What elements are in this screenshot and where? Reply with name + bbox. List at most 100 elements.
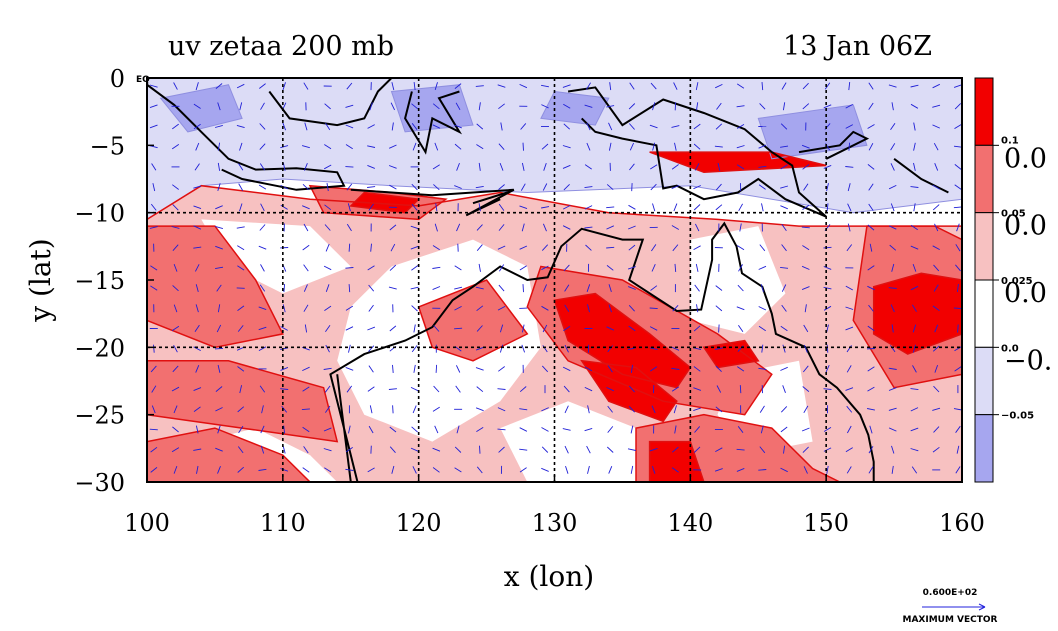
wind-vector-313	[475, 346, 484, 351]
wind-vector-71	[217, 304, 221, 313]
wind-vector-333	[499, 344, 504, 353]
wind-vector-406	[584, 205, 593, 210]
wind-vector-64	[217, 162, 221, 171]
field-patch-2	[391, 84, 473, 132]
wind-vector-164	[323, 164, 332, 170]
max-vector-legend: 0.600E+02 MAXIMUM VECTOR	[902, 588, 997, 625]
wind-vector-34	[172, 365, 179, 373]
wind-vector-232	[389, 325, 397, 332]
wind-vector-511	[696, 304, 699, 313]
wind-vector-13	[153, 344, 155, 353]
wind-vector-35	[171, 386, 180, 392]
wind-vector-448	[628, 244, 636, 251]
wind-vector-187	[346, 223, 352, 232]
wind-vector-367	[542, 223, 547, 232]
wind-vector-674	[867, 366, 875, 372]
wind-vector-447	[628, 225, 636, 230]
wind-vector-190	[348, 284, 351, 293]
wind-vector-503	[693, 143, 701, 150]
wind-vector-451	[628, 304, 635, 312]
wind-vector-86	[239, 203, 243, 212]
wind-vector-279	[432, 467, 440, 473]
wind-vector-685	[888, 184, 897, 190]
wind-vector-298	[454, 446, 462, 453]
colorbar-box-0	[974, 77, 994, 146]
wind-vector-110	[259, 284, 266, 292]
wind-vector-699	[891, 465, 894, 474]
wind-vector-117	[260, 425, 265, 434]
wind-vector-500	[695, 82, 699, 91]
wind-vector-421	[606, 105, 615, 108]
wind-vector-263	[434, 142, 439, 151]
wind-vector-533	[714, 347, 723, 350]
wind-vector-210	[368, 284, 375, 292]
wind-vector-245	[411, 183, 418, 191]
wind-vector-92	[237, 325, 244, 332]
wind-vector-246	[411, 203, 418, 211]
x-tick-label-5: 150	[803, 509, 849, 537]
wind-vector-633	[826, 344, 829, 353]
wind-vector-332	[499, 324, 504, 333]
wind-vector-366	[541, 206, 550, 209]
wind-vector-601	[802, 103, 810, 110]
wind-vector-223	[389, 144, 397, 149]
wind-vector-363	[541, 143, 549, 150]
contour-pos-23	[872, 272, 962, 355]
wind-vector-678	[868, 445, 874, 454]
wind-vector-77	[217, 425, 221, 434]
wind-vector-280	[454, 83, 462, 89]
wind-vector-365	[542, 183, 548, 191]
wind-vector-62	[214, 124, 223, 128]
wind-vectors	[149, 82, 962, 474]
wind-vector-518	[693, 446, 701, 453]
wind-vector-395	[563, 385, 570, 393]
wind-vector-72	[216, 324, 222, 333]
wind-vector-67	[215, 225, 224, 230]
wind-vector-1	[149, 104, 158, 109]
wind-vector-321	[498, 103, 505, 110]
wind-vector-469	[651, 264, 656, 272]
wind-vector-682	[890, 122, 896, 131]
wind-vector-167	[324, 224, 331, 231]
wind-vector-458	[627, 448, 636, 451]
wind-vector-148	[302, 244, 310, 251]
wind-vector-541	[736, 105, 745, 108]
wind-vector-459	[630, 465, 634, 474]
field-patch-1	[160, 84, 243, 132]
wind-vector-430	[608, 284, 612, 293]
wind-vector-629	[823, 265, 832, 270]
y-tick-label-1: −5	[90, 132, 125, 160]
wind-vector-621	[823, 104, 832, 109]
wind-vector-716	[910, 407, 919, 412]
wind-vector-310	[475, 286, 484, 290]
wind-vector-400	[586, 82, 591, 90]
contour-neg-4	[540, 90, 610, 126]
y-tick-label-0: 0	[110, 65, 125, 93]
wind-vector-502	[693, 123, 701, 130]
wind-vector-702	[913, 122, 916, 131]
wind-vector-259	[412, 466, 417, 474]
wind-vector-294	[455, 365, 461, 373]
wind-vector-548	[736, 245, 745, 251]
wind-vector-543	[736, 145, 745, 149]
wind-vector-208	[370, 243, 372, 252]
wind-vector-738	[932, 446, 940, 453]
wind-vector-378	[541, 446, 549, 453]
wind-vector-524	[717, 162, 721, 171]
wind-vector-297	[456, 425, 460, 434]
wind-vector-155	[302, 386, 310, 392]
wind-vector-733	[932, 345, 940, 352]
wind-vector-329	[499, 264, 505, 272]
wind-vector-158	[303, 446, 309, 454]
wind-vector-225	[389, 184, 397, 190]
wind-vector-220	[391, 82, 395, 91]
wind-vector-291	[454, 306, 462, 311]
wind-vector-526	[715, 204, 723, 211]
wind-vector-549	[738, 264, 743, 272]
wind-vector-217	[368, 425, 374, 434]
colorbar-box-3	[974, 279, 994, 348]
wind-vector-304	[478, 162, 481, 171]
wind-vector-124	[282, 162, 286, 171]
wind-vector-18	[150, 446, 158, 453]
